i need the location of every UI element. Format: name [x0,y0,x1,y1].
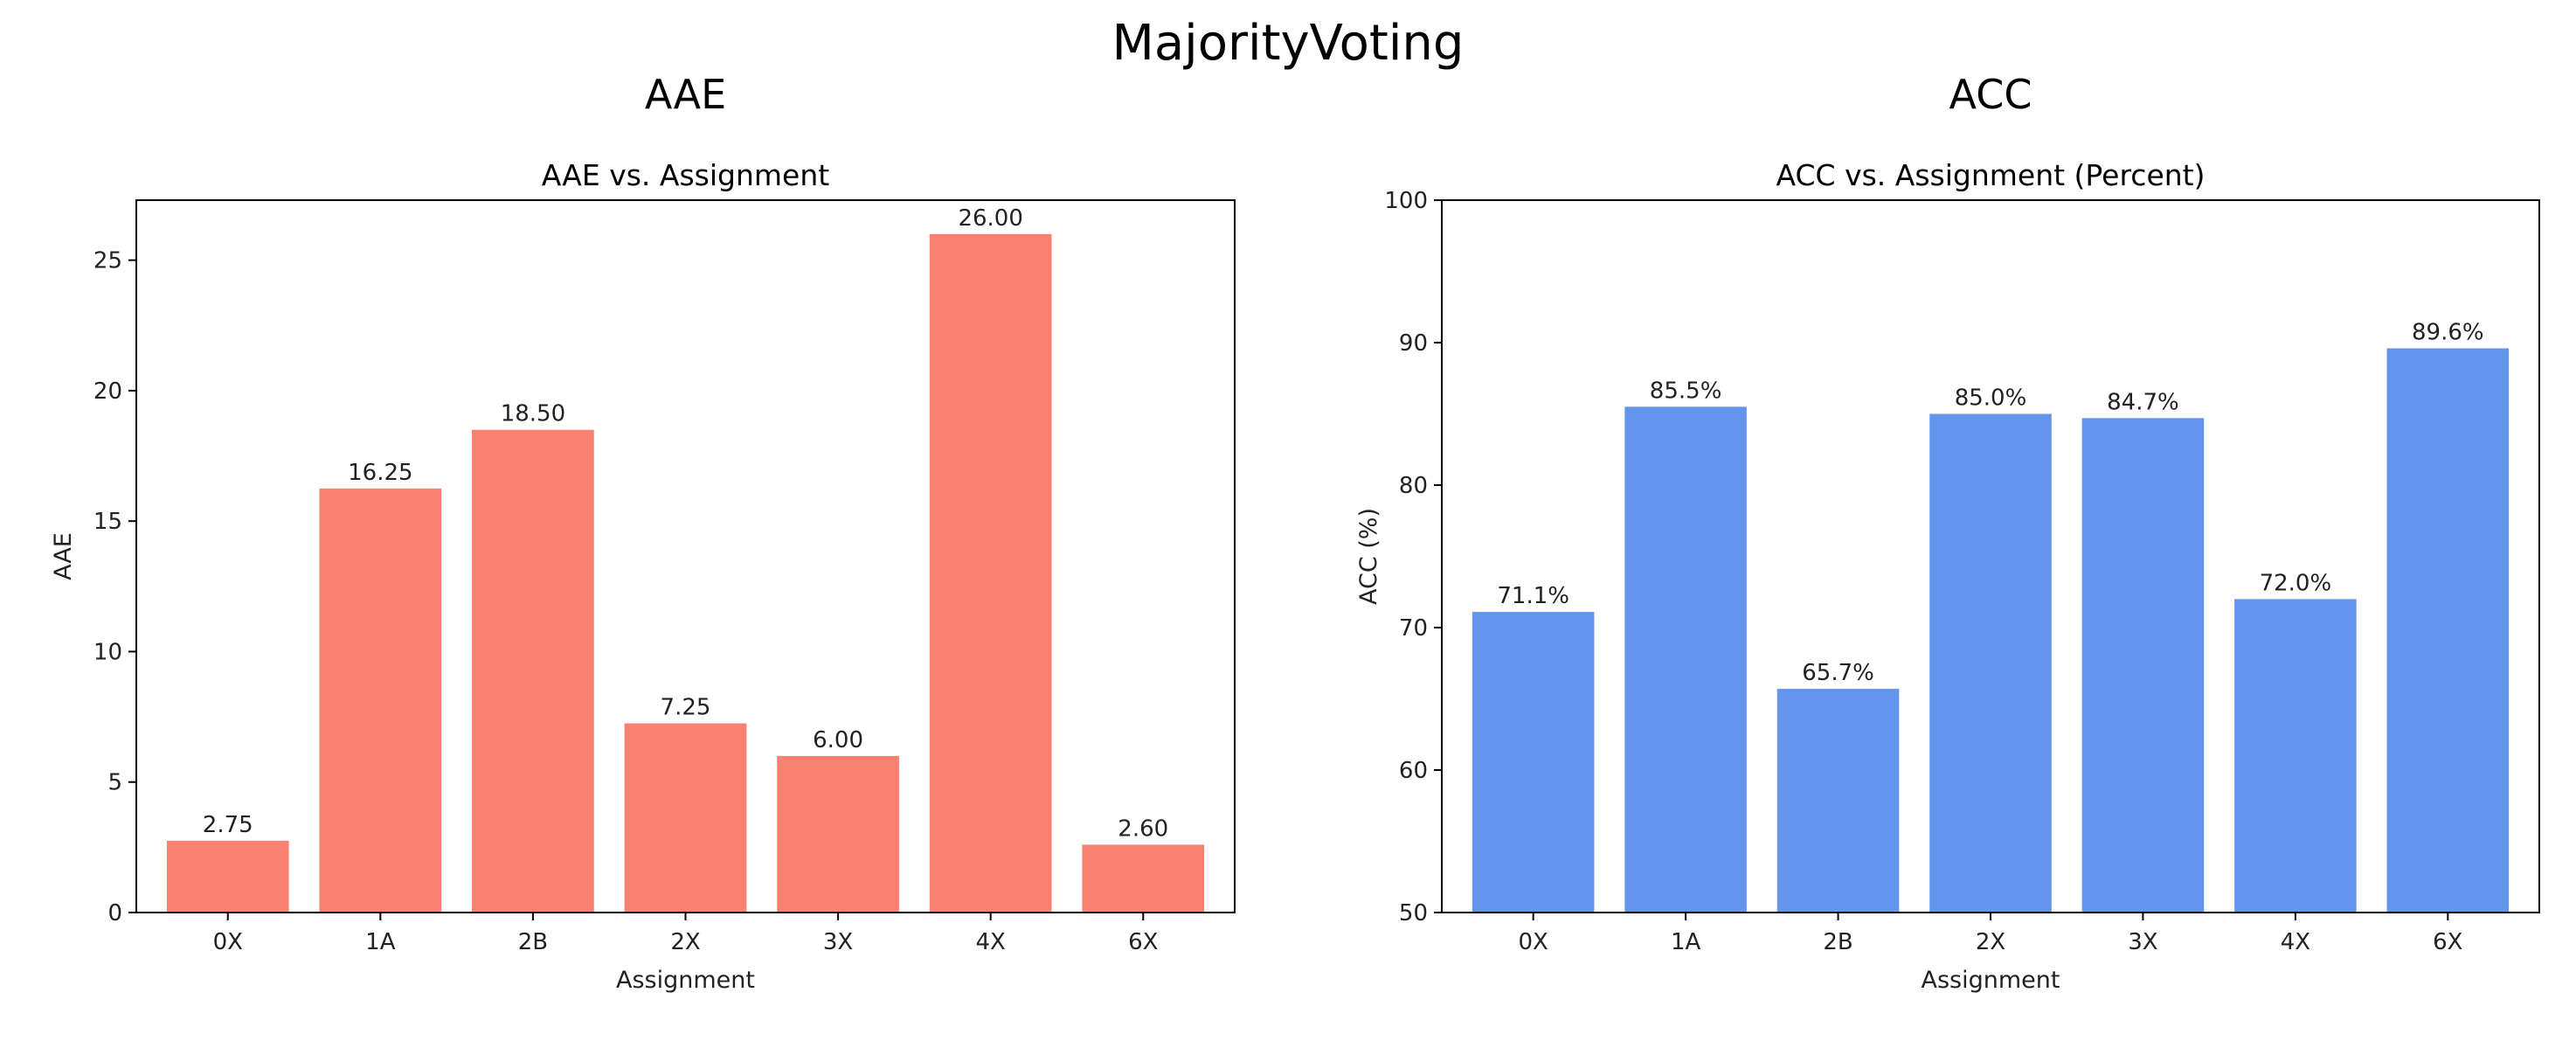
x-axis-label: Assignment [1922,967,2060,994]
data-label-3x: 6.00 [813,727,863,753]
y-tick-label: 0 [107,900,122,926]
data-label-6x: 89.6% [2412,320,2484,346]
x-tick-label: 2B [1823,929,1852,955]
data-label-2b: 18.50 [501,401,565,427]
bar-2x [1929,413,2052,913]
data-label-2x: 85.0% [1955,385,2027,412]
bar-0x [166,840,289,913]
chart-panel-1: AAE AAE vs. Assignment 2.75 16.25 18.50 7.25 6… [50,71,1236,994]
bar-4x [2234,599,2357,913]
y-tick-label: 25 [93,248,122,274]
x-tick-label: 2X [1976,929,2005,955]
y-tick-label: 60 [1399,758,1428,784]
data-label-1a: 16.25 [348,460,412,486]
bar-2x [624,723,747,913]
x-tick-label: 6X [2433,929,2462,955]
chart-panel-2: ACC ACC vs. Assignment (Percent) 71.1% 85.5… [1355,71,2540,994]
data-label-6x: 2.60 [1118,815,1168,842]
y-tick-label: 100 [1384,188,1428,214]
panel-title: AAE [645,71,726,118]
x-tick-label: 4X [975,929,1005,955]
data-label-3x: 84.7% [2107,389,2179,415]
y-tick-label: 5 [107,770,122,796]
bar-0x [1472,612,1595,913]
x-tick-label: 1A [365,929,396,955]
bar-1a [1624,406,1747,913]
y-tick-label: 50 [1399,900,1428,926]
x-tick-label: 2B [518,929,548,955]
bar-4x [929,233,1052,913]
data-label-0x: 2.75 [203,812,253,838]
data-label-1a: 85.5% [1650,378,1722,404]
y-tick-label: 15 [93,509,122,535]
y-tick-label: 70 [1399,615,1428,642]
x-axis-label: Assignment [616,967,755,994]
x-tick-label: 1A [1671,929,1701,955]
data-label-2x: 7.25 [661,695,711,721]
bar-2b [472,429,594,913]
panel-title: ACC [1949,71,2032,118]
x-tick-label: 0X [1518,929,1548,955]
y-tick-label: 20 [93,378,122,405]
bar-2b [1776,689,1900,913]
y-axis-label: ACC (%) [1355,508,1382,605]
x-tick-label: 4X [2281,929,2310,955]
data-label-4x: 26.00 [958,205,1022,232]
data-label-4x: 72.0% [2260,570,2332,596]
panels: AAE AAE vs. Assignment 2.75 16.25 18.50 7.25 6… [50,71,2540,994]
y-tick-label: 10 [93,639,122,665]
x-tick-label: 0X [213,929,243,955]
chart-title: ACC vs. Assignment (Percent) [1776,158,2206,192]
data-label-0x: 71.1% [1497,583,1569,609]
x-tick-label: 6X [1128,929,1158,955]
y-tick-label: 80 [1399,473,1428,499]
x-tick-label: 2X [670,929,700,955]
figure-suptitle: MajorityVoting [1112,15,1465,72]
x-tick-label: 3X [2128,929,2157,955]
y-axis-label: AAE [50,532,77,580]
y-tick-label: 90 [1399,330,1428,357]
chart-title: AAE vs. Assignment [542,158,829,192]
bar-6x [1082,844,1205,913]
x-tick-label: 3X [823,929,853,955]
bar-6x [2386,348,2510,913]
data-label-2b: 65.7% [1802,660,1874,686]
bar-3x [777,755,899,913]
bar-1a [319,488,442,913]
bar-3x [2081,418,2205,913]
